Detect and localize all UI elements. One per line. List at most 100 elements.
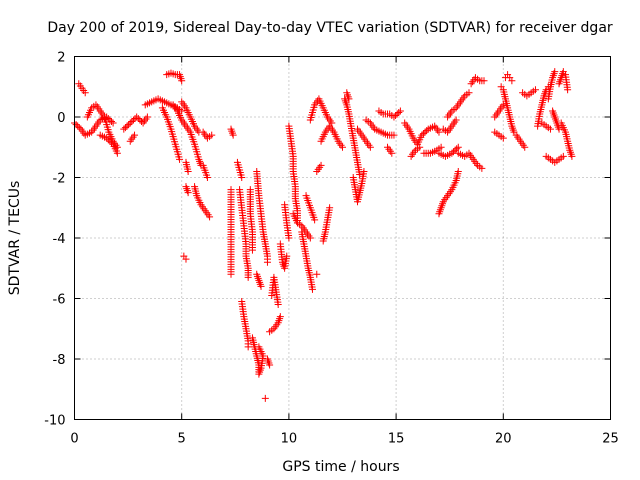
x-tick-label: 10 (281, 432, 298, 447)
data-point (131, 131, 139, 139)
data-point (416, 143, 424, 151)
data-point (182, 255, 190, 263)
data-point (74, 122, 82, 130)
data-point (366, 143, 374, 151)
data-point (129, 116, 137, 124)
data-point (248, 246, 256, 254)
y-tick-label: -2 (53, 172, 66, 187)
data-point (134, 115, 142, 123)
axis-ticks: 0 5 10 15 20 25 -10 -8 -6 -4 -2 0 2 (44, 51, 619, 447)
data-point (266, 361, 274, 369)
data-point (568, 152, 576, 160)
x-tick-label: 5 (178, 432, 186, 447)
grid-lines (74, 56, 611, 420)
data-point (75, 124, 83, 132)
data-point (531, 86, 539, 94)
y-tick-label: -10 (44, 414, 65, 429)
data-point (449, 148, 457, 156)
data-point (238, 174, 246, 181)
data-point (478, 164, 486, 172)
data-point (356, 170, 364, 178)
data-point (257, 282, 265, 290)
data-point (184, 167, 192, 175)
data-point (203, 174, 211, 181)
data-point (521, 143, 529, 151)
data-point (121, 124, 129, 132)
data-point (229, 131, 237, 139)
data-point (208, 131, 216, 139)
data-point (72, 121, 80, 129)
data-point (128, 118, 136, 126)
data-point (285, 234, 293, 242)
data-point (311, 216, 319, 224)
data-point (448, 149, 456, 157)
data-point (555, 125, 563, 133)
data-point (480, 77, 488, 85)
x-tick-label: 25 (602, 432, 619, 447)
data-point (136, 116, 144, 124)
data-point (143, 113, 151, 121)
data-point (261, 394, 269, 402)
data-point (452, 116, 460, 124)
data-point (499, 101, 507, 109)
data-point (435, 128, 443, 136)
data-point (339, 143, 346, 151)
data-point (564, 86, 572, 94)
y-tick-label: -4 (53, 232, 66, 247)
x-tick-label: 15 (388, 432, 405, 447)
data-point (107, 139, 115, 147)
data-points (71, 68, 576, 402)
data-point (125, 121, 133, 129)
data-point (390, 113, 398, 121)
data-point (176, 155, 184, 163)
data-point (437, 143, 445, 151)
data-point (106, 137, 114, 145)
data-point (388, 149, 396, 157)
x-axis-label: GPS time / hours (282, 459, 399, 475)
y-tick-label: -6 (53, 293, 66, 308)
data-point (360, 167, 368, 175)
data-point (451, 146, 459, 154)
data-point (508, 77, 516, 85)
data-point (546, 125, 554, 133)
data-point (423, 127, 431, 135)
chart-title: Day 200 of 2019, Sidereal Day-to-day VTE… (47, 20, 613, 36)
data-point (138, 118, 145, 126)
y-tick-label: -8 (53, 353, 66, 368)
data-point (308, 285, 316, 293)
data-point (326, 204, 334, 212)
data-point (206, 213, 214, 221)
data-point (184, 189, 192, 197)
data-point (255, 343, 263, 351)
data-point (392, 111, 400, 119)
data-point (104, 115, 112, 123)
data-point (109, 119, 117, 127)
data-point (276, 313, 284, 321)
y-axis-label: SDTVAR / TECUs (7, 181, 23, 296)
data-point (244, 273, 252, 281)
data-point (313, 270, 321, 278)
data-point (126, 119, 134, 127)
y-tick-label: 0 (57, 111, 65, 126)
data-point (418, 131, 426, 139)
data-point (345, 95, 353, 103)
data-point (390, 131, 398, 139)
data-point (317, 161, 325, 169)
data-point (419, 130, 427, 138)
data-point (178, 77, 186, 85)
data-point (227, 270, 235, 278)
data-point (454, 167, 462, 175)
data-point (421, 128, 429, 136)
data-point (393, 110, 401, 118)
data-point (559, 152, 567, 160)
data-point (106, 116, 114, 124)
data-point (244, 343, 252, 351)
data-point (306, 234, 314, 242)
data-point (113, 149, 121, 157)
data-point (499, 134, 507, 142)
data-point (454, 143, 462, 151)
data-point (283, 252, 291, 260)
data-point (103, 134, 111, 142)
data-point (465, 89, 473, 97)
